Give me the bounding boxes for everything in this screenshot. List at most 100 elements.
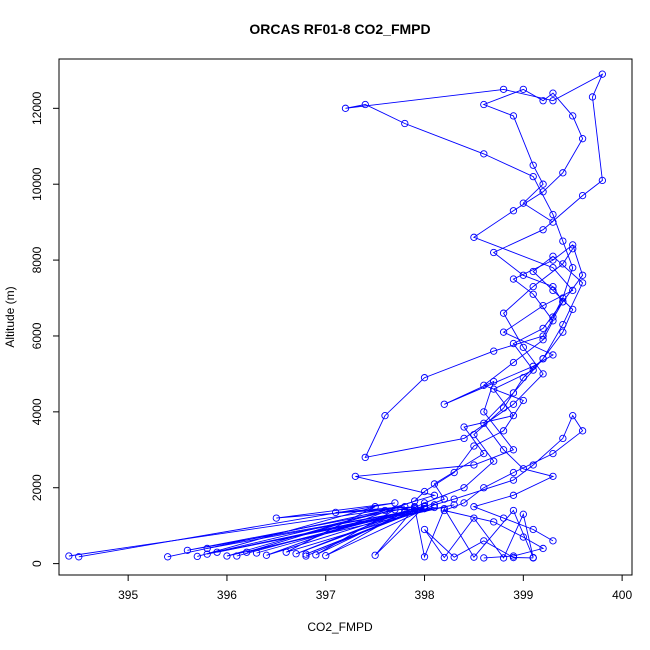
data-point <box>183 546 192 554</box>
chart-title: ORCAS RF01-8 CO2_FMPD <box>249 21 430 37</box>
data-point <box>539 544 547 553</box>
data-point <box>559 298 567 306</box>
data-point <box>509 553 518 562</box>
data-point <box>569 286 577 295</box>
data-point <box>509 112 518 120</box>
data-point <box>371 503 379 511</box>
data-point <box>519 343 527 352</box>
data-point <box>539 355 547 363</box>
data-point <box>539 226 547 234</box>
data-point <box>203 544 211 553</box>
data-point <box>539 324 547 333</box>
x-tick-label: 400 <box>612 588 632 602</box>
data-point <box>519 396 527 405</box>
data-point <box>75 553 83 561</box>
x-tick-label: 399 <box>513 588 533 602</box>
data-point <box>262 551 271 559</box>
data-point <box>509 400 518 408</box>
data-point <box>529 267 537 276</box>
data-point <box>539 301 547 310</box>
data-point <box>578 279 587 287</box>
series-line <box>78 73 604 558</box>
data-point <box>578 135 587 143</box>
data-point <box>578 271 587 279</box>
data-point <box>490 385 498 393</box>
data-point <box>529 461 537 469</box>
data-point <box>460 499 468 507</box>
x-tick-label: 396 <box>217 588 237 602</box>
data-point <box>450 495 458 503</box>
data-point <box>480 484 488 492</box>
data-point <box>559 320 567 329</box>
data-point <box>470 430 478 439</box>
data-point <box>509 339 518 348</box>
data-point <box>490 457 498 465</box>
y-tick-label: 6000 <box>30 322 44 349</box>
data-point <box>509 506 518 515</box>
data-point <box>539 336 547 344</box>
data-series <box>75 70 607 561</box>
data-point <box>559 434 567 443</box>
data-point <box>470 233 478 241</box>
x-tick-label: 398 <box>415 588 435 602</box>
data-point <box>470 503 478 511</box>
data-point <box>460 423 468 431</box>
data-point <box>440 506 448 515</box>
data-point <box>549 317 557 325</box>
data-point <box>381 411 389 420</box>
data-point <box>430 480 439 488</box>
series-line <box>167 244 584 558</box>
data-point <box>302 550 310 558</box>
data-point <box>371 551 379 559</box>
data-point <box>480 419 488 427</box>
data-point <box>450 553 458 561</box>
y-tick-label: 4000 <box>30 398 44 425</box>
data-point <box>509 446 518 454</box>
data-point <box>411 503 419 512</box>
data-point <box>539 332 547 340</box>
data-point <box>490 248 498 257</box>
data-point <box>480 150 488 158</box>
data-point <box>272 514 280 522</box>
y-tick-label: 0 <box>30 560 44 567</box>
data-point <box>460 434 468 443</box>
data-point <box>598 70 607 78</box>
data-point <box>401 503 409 511</box>
data-point <box>499 404 508 412</box>
data-point <box>549 472 557 481</box>
data-point <box>470 442 478 450</box>
data-point <box>539 370 547 378</box>
data-point <box>430 501 439 509</box>
data-point <box>529 525 537 534</box>
data-point <box>529 282 537 291</box>
data-point <box>509 491 518 499</box>
data-point <box>509 476 518 484</box>
data-point <box>440 504 448 513</box>
data-point <box>440 400 448 408</box>
data-point <box>460 484 468 492</box>
data-point <box>598 176 607 185</box>
data-point <box>569 411 577 420</box>
data-point <box>420 487 429 496</box>
data-point <box>420 374 429 382</box>
y-axis: 0 2000 4000 6000 8000 10000 12000 <box>30 91 60 567</box>
data-point <box>578 427 587 435</box>
data-point <box>480 408 488 416</box>
data-point <box>529 290 537 298</box>
data-point <box>391 506 399 514</box>
data-point <box>450 501 458 509</box>
data-point <box>539 180 547 188</box>
data-point <box>470 553 478 561</box>
data-point <box>361 100 369 109</box>
data-point <box>490 377 498 386</box>
data-point <box>559 169 567 177</box>
data-point <box>559 260 567 268</box>
data-point <box>65 552 73 560</box>
data-point <box>499 427 508 435</box>
data-point <box>549 351 557 359</box>
data-point <box>223 552 231 560</box>
data-point <box>401 119 409 128</box>
data-point <box>499 309 508 317</box>
data-point <box>470 461 478 469</box>
